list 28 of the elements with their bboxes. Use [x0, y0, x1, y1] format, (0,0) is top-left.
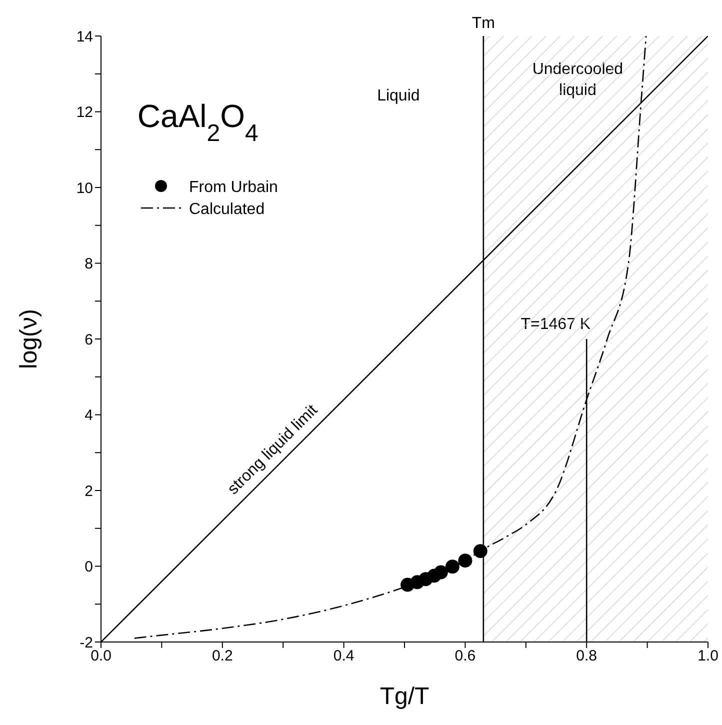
- band-label: Undercooled liquid: [532, 60, 624, 99]
- x-tick-label: 0.8: [576, 648, 598, 665]
- x-axis-title: Tg/T: [380, 683, 430, 710]
- y-tick-label: 6: [84, 331, 93, 348]
- x-tick-label: 0.6: [454, 648, 476, 665]
- x-tick-label: 0.4: [333, 648, 354, 665]
- x-tick-label: 1.0: [698, 648, 718, 665]
- x-tick-label: 0.2: [212, 648, 233, 665]
- y-tick-label: 8: [84, 256, 93, 273]
- text: CaAl$_{2}$O$_{4}$: [137, 98, 258, 146]
- y-tick-label: 4: [84, 407, 93, 424]
- y-tick-label: 2: [84, 482, 93, 500]
- legend-label: From Urbain: [189, 179, 278, 196]
- point: [434, 565, 448, 580]
- legend-label: Calculated: [189, 201, 265, 218]
- y-tick-label: -2: [80, 634, 93, 652]
- ref-line-label: Tm: [472, 15, 495, 32]
- y-axis-title: log(ν): [16, 308, 43, 370]
- point: [473, 544, 488, 558]
- y-tick-label: 10: [76, 180, 93, 197]
- y-tick-label: 12: [76, 104, 93, 122]
- series-label: T=1467 K: [520, 316, 591, 333]
- x-tick-label: 0.0: [90, 648, 112, 665]
- point: [445, 560, 460, 574]
- point: [458, 554, 472, 568]
- annotation: Liquid: [377, 87, 420, 104]
- y-tick-label: 0: [84, 558, 93, 576]
- y-tick-label: 14: [76, 28, 93, 46]
